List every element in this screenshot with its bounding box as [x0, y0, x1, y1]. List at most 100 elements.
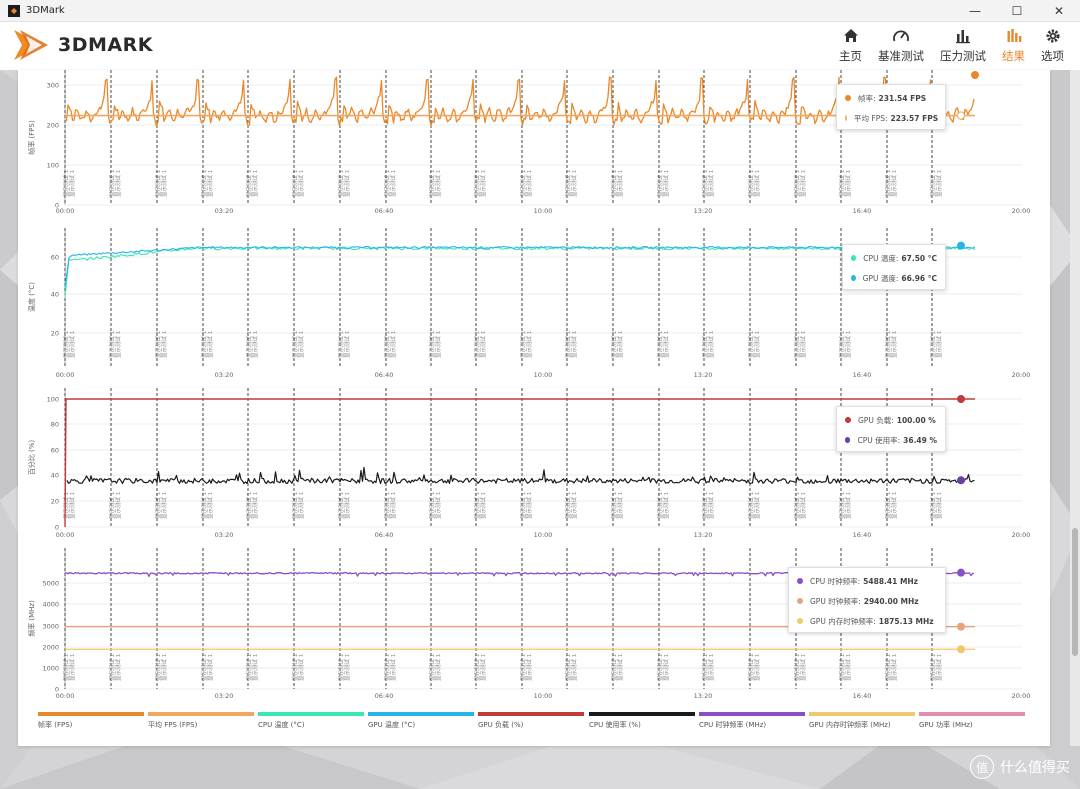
y-axis-label: 温度 (°C)	[27, 282, 36, 312]
loop-marker-label: 显示测试 1	[434, 654, 442, 681]
y-tick-label: 100	[47, 396, 59, 404]
loop-marker-label: 显示测试 1	[610, 331, 618, 358]
legend-item[interactable]: GPU 内存时钟频率 (MHz)	[809, 712, 915, 730]
x-tick-label: 00:00	[56, 531, 75, 539]
x-tick-label: 00:00	[56, 207, 75, 215]
loop-marker-label: 显示测试 1	[68, 170, 76, 197]
x-tick-label: 16:40	[853, 371, 872, 379]
loop-marker-label: 显示测试 1	[844, 331, 852, 358]
x-tick-label: 03:20	[215, 692, 234, 700]
loop-marker-label: 显示测试 1	[838, 170, 846, 197]
legend-label: GPU 功率 (MHz)	[919, 721, 973, 729]
gear-icon	[1043, 26, 1063, 46]
loop-marker-label: 显示测试 1	[206, 170, 214, 197]
loop-marker-label: 显示测试 1	[200, 654, 208, 681]
y-tick-label: 1000	[42, 665, 59, 673]
legend-item[interactable]: GPU 功率 (MHz)	[919, 712, 1025, 730]
nav-benchmarks[interactable]: 基准测试	[878, 26, 924, 64]
nav-results[interactable]: 结果	[1002, 26, 1025, 64]
loop-marker-label: 显示测试 1	[656, 492, 664, 519]
loop-marker-label: 显示测试 1	[297, 331, 305, 358]
loop-marker-label: 显示测试 1	[935, 170, 943, 197]
loop-marker-label: 显示测试 1	[473, 170, 481, 197]
nav-stress-tests[interactable]: 压力测试	[940, 26, 986, 64]
loop-marker-label: 显示测试 1	[747, 654, 755, 681]
loop-marker-label: 显示测试 1	[337, 331, 345, 358]
close-button[interactable]: ✕	[1053, 4, 1065, 18]
y-tick-label: 60	[51, 254, 59, 262]
loop-marker-label: 显示测试 1	[337, 492, 345, 519]
legend-item[interactable]: GPU 负载 (%)	[478, 712, 584, 730]
x-tick-label: 13:20	[694, 531, 713, 539]
tooltip-value: 100.00 %	[896, 415, 936, 425]
loop-marker-label: 显示测试 1	[297, 492, 305, 519]
loop-marker-label: 显示测试 1	[479, 170, 487, 197]
y-tick-label: 20	[51, 498, 59, 506]
series-dot	[851, 275, 856, 281]
x-tick-label: 03:20	[215, 531, 234, 539]
nav-home[interactable]: 主页	[839, 26, 862, 64]
loop-marker-label: 显示测试 1	[890, 170, 898, 197]
legend-label: 平均 FPS (FPS)	[148, 721, 198, 729]
legend-item[interactable]: 帧率 (FPS)	[38, 712, 144, 730]
loop-marker-label: 显示测试 1	[383, 492, 391, 519]
loop-marker-label: 显示测试 1	[297, 170, 305, 197]
minimize-button[interactable]: —	[969, 4, 981, 18]
logo[interactable]: 3DMARK	[12, 26, 153, 64]
loop-marker-label: 显示测试 1	[838, 654, 846, 681]
tooltip-label: 平均 FPS:	[854, 113, 888, 123]
nav-options[interactable]: 选项	[1041, 26, 1064, 64]
scrollbar[interactable]	[1070, 70, 1080, 746]
loop-marker-label: 显示测试 1	[793, 492, 801, 519]
loop-marker-label: 显示测试 1	[473, 654, 481, 681]
watermark: 值 什么值得买	[970, 755, 1070, 779]
cpu-usage-marker	[957, 476, 966, 485]
legend-item[interactable]: CPU 时钟频率 (MHz)	[699, 712, 805, 730]
loop-marker-label: 显示测试 1	[662, 170, 670, 197]
legend-item[interactable]: 平均 FPS (FPS)	[148, 712, 254, 730]
loop-marker-label: 显示测试 1	[793, 331, 801, 358]
loop-marker-label: 显示测试 1	[747, 492, 755, 519]
loop-marker-label: 显示测试 1	[890, 492, 898, 519]
watermark-text: 什么值得买	[1000, 760, 1070, 776]
tooltip-value: 2940.00 MHz	[863, 596, 919, 606]
gpu-mem-clock-marker	[957, 645, 966, 654]
legend-label: CPU 温度 (°C)	[258, 721, 305, 729]
loop-marker-label: 显示测试 1	[383, 170, 391, 197]
loop-marker-label: 显示测试 1	[245, 492, 253, 519]
legend-swatch	[809, 712, 915, 716]
legend-item[interactable]: CPU 使用率 (%)	[589, 712, 695, 730]
tooltip-value: 1875.13 MHz	[878, 616, 934, 626]
x-tick-label: 06:40	[375, 207, 394, 215]
tooltip-row: 帧率: 231.54 FPS	[845, 88, 937, 108]
loop-marker-label: 显示测试 1	[793, 654, 801, 681]
loop-marker-label: 显示测试 1	[701, 170, 709, 197]
legend-label: GPU 内存时钟频率 (MHz)	[809, 721, 891, 729]
legend-label: 帧率 (FPS)	[38, 721, 73, 729]
x-tick-label: 10:00	[534, 692, 553, 700]
loop-marker-label: 显示测试 1	[656, 331, 664, 358]
legend-swatch	[589, 712, 695, 716]
nav-benchmarks-label: 基准测试	[878, 49, 924, 63]
x-tick-label: 13:20	[694, 692, 713, 700]
loop-marker-label: 显示测试 1	[890, 331, 898, 358]
window-title: 3DMark	[26, 5, 65, 16]
tooltip-label: CPU 使用率:	[857, 435, 901, 445]
x-tick-label: 13:20	[694, 207, 713, 215]
legend-item[interactable]: CPU 温度 (°C)	[258, 712, 364, 730]
loop-marker-label: 显示测试 1	[799, 654, 807, 681]
tooltip-label: GPU 内存时钟频率:	[810, 616, 876, 626]
legend-item[interactable]: GPU 温度 (°C)	[368, 712, 474, 730]
loop-marker-label: 显示测试 1	[383, 654, 391, 681]
loop-marker-label: 显示测试 1	[701, 492, 709, 519]
nav-stress-tests-label: 压力测试	[940, 49, 986, 63]
series-dot	[797, 578, 803, 584]
loop-marker-label: 显示测试 1	[68, 654, 76, 681]
loop-marker-label: 显示测试 1	[200, 170, 208, 197]
maximize-button[interactable]: ☐	[1011, 4, 1023, 18]
loop-marker-label: 显示测试 1	[707, 654, 715, 681]
y-tick-label: 20	[51, 330, 59, 338]
scrollbar-thumb[interactable]	[1072, 528, 1078, 656]
nav-results-label: 结果	[1002, 49, 1025, 63]
